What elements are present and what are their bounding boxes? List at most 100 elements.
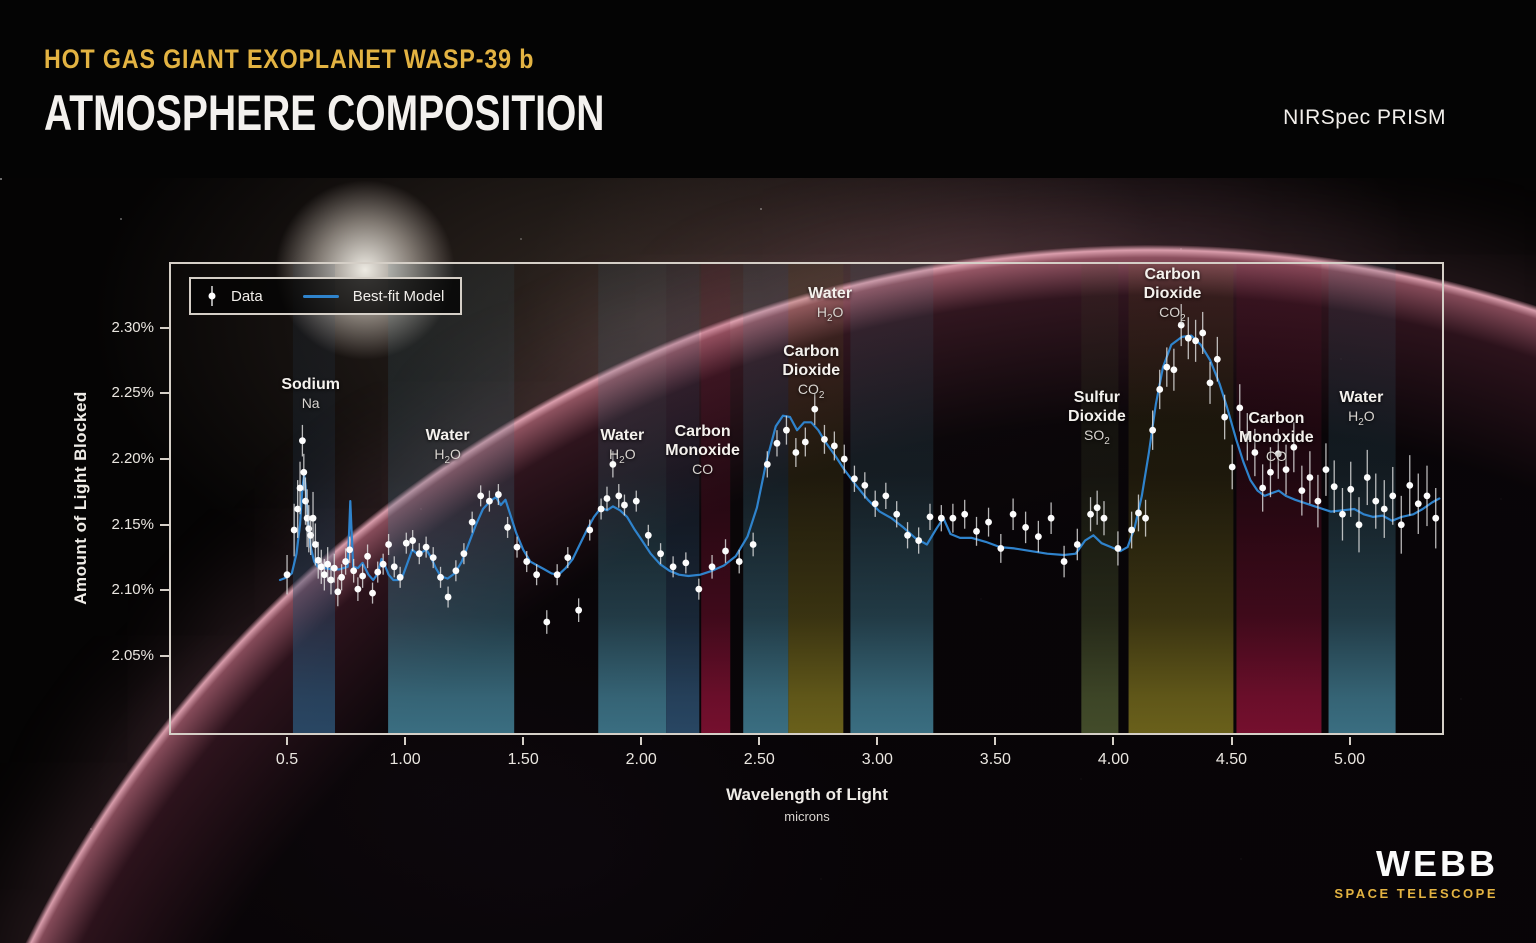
- data-point: [1135, 509, 1142, 517]
- molecule-name: Dioxide: [1143, 284, 1202, 302]
- molecule-annotation: Carbon Dioxide CO2: [1144, 265, 1202, 328]
- data-point: [294, 505, 302, 513]
- data-point: [523, 558, 531, 565]
- data-point: [307, 531, 315, 539]
- molecule-annotation: Water H2O: [426, 426, 470, 470]
- data-point: [1156, 386, 1164, 393]
- data-point: [961, 510, 969, 518]
- data-point: [437, 573, 444, 581]
- molecule-annotation: Sodium Na: [281, 375, 340, 412]
- data-point: [1142, 514, 1149, 522]
- molecule-formula: CO2: [1159, 303, 1186, 324]
- data-point: [369, 589, 376, 597]
- y-tick-label: 2.20%: [111, 450, 154, 468]
- data-point: [327, 576, 335, 584]
- data-point: [575, 606, 583, 614]
- instrument-label: NIRSpec PRISM: [1283, 106, 1446, 129]
- data-point: [669, 563, 677, 571]
- data-point: [415, 550, 423, 558]
- data-point: [311, 541, 319, 548]
- webb-logo: WEBB SPACE TELESCOPE: [1334, 846, 1498, 902]
- data-point: [1192, 337, 1200, 345]
- data-point: [452, 567, 460, 575]
- legend: Data Best-fit Model: [189, 277, 463, 315]
- data-point: [801, 438, 809, 446]
- data-point: [861, 481, 869, 489]
- data-point: [926, 513, 934, 521]
- data-point: [735, 558, 743, 565]
- data-point: [390, 563, 398, 571]
- header-bar: HOT GAS GIANT EXOPLANET WASP-39 b ATMOSP…: [0, 0, 1536, 178]
- data-point: [543, 618, 551, 626]
- x-tick-label: 1.50: [507, 751, 539, 768]
- data-point: [1298, 487, 1306, 495]
- data-point: [486, 497, 493, 505]
- data-point: [1339, 510, 1346, 518]
- data-point: [985, 518, 992, 526]
- data-point: [385, 541, 392, 548]
- data-point: [409, 537, 417, 544]
- data-point: [1206, 379, 1214, 387]
- data-point: [783, 426, 790, 434]
- y-tick-mark: [160, 326, 169, 329]
- data-point: [460, 550, 468, 558]
- data-point: [1236, 404, 1244, 412]
- data-point: [1100, 514, 1108, 522]
- data-point: [657, 550, 664, 558]
- absorption-band: [1328, 262, 1396, 735]
- legend-data-label: Data: [231, 287, 263, 305]
- data-point: [364, 552, 371, 560]
- data-point: [949, 514, 957, 522]
- data-point: [283, 571, 291, 579]
- data-point: [821, 435, 828, 443]
- data-point: [314, 556, 322, 564]
- absorption-band: [1236, 262, 1322, 735]
- spectrum-canvas: [278, 262, 1441, 735]
- x-tick-mark: [1230, 737, 1233, 745]
- y-tick-label: 2.15%: [111, 515, 154, 533]
- molecule-formula: CO2: [797, 381, 825, 401]
- data-point: [1213, 355, 1221, 363]
- molecule-name: Water: [425, 427, 470, 445]
- data-point: [444, 593, 452, 601]
- data-point: [763, 460, 771, 468]
- data-point: [379, 560, 387, 568]
- data-point-icon: [208, 286, 216, 306]
- data-point: [299, 437, 306, 445]
- data-point: [296, 484, 304, 492]
- spectrum-plot: Sodium Na Water H2O Water H2O Carbon Monoxide CO…: [169, 262, 1444, 735]
- x-tick-label: 3.50: [979, 751, 1011, 768]
- molecule-name: Carbon: [1248, 410, 1305, 428]
- data-point: [840, 455, 848, 463]
- data-point: [1363, 474, 1371, 481]
- y-tick-mark: [160, 392, 169, 395]
- molecule-formula: H2O: [434, 446, 461, 467]
- data-point: [300, 468, 308, 476]
- data-point: [422, 543, 430, 551]
- molecule-annotation: Carbon Dioxide CO2: [782, 342, 840, 405]
- data-point: [609, 460, 617, 468]
- data-point: [553, 571, 561, 579]
- data-point: [1114, 545, 1122, 552]
- absorption-band: [666, 262, 700, 735]
- data-point: [303, 514, 311, 522]
- data-point: [915, 537, 923, 544]
- absorption-band: [701, 262, 731, 735]
- molecule-name: Carbon: [1144, 265, 1201, 283]
- data-point: [324, 560, 332, 568]
- data-point: [811, 405, 819, 413]
- y-tick-mark: [160, 589, 169, 592]
- y-axis-title: Amount of Light Blocked: [71, 391, 90, 605]
- data-point: [1330, 483, 1338, 491]
- molecule-formula: CO: [1265, 448, 1287, 465]
- data-point: [937, 514, 945, 522]
- data-point: [621, 501, 628, 509]
- data-point: [1414, 500, 1422, 508]
- x-tick-mark: [1112, 737, 1115, 745]
- absorption-band: [743, 262, 789, 735]
- y-tick-label: 2.25%: [111, 384, 154, 402]
- data-point: [749, 541, 757, 548]
- data-point: [1128, 526, 1136, 534]
- absorption-band: [850, 262, 934, 735]
- molecule-annotation: Water H2O: [808, 284, 852, 328]
